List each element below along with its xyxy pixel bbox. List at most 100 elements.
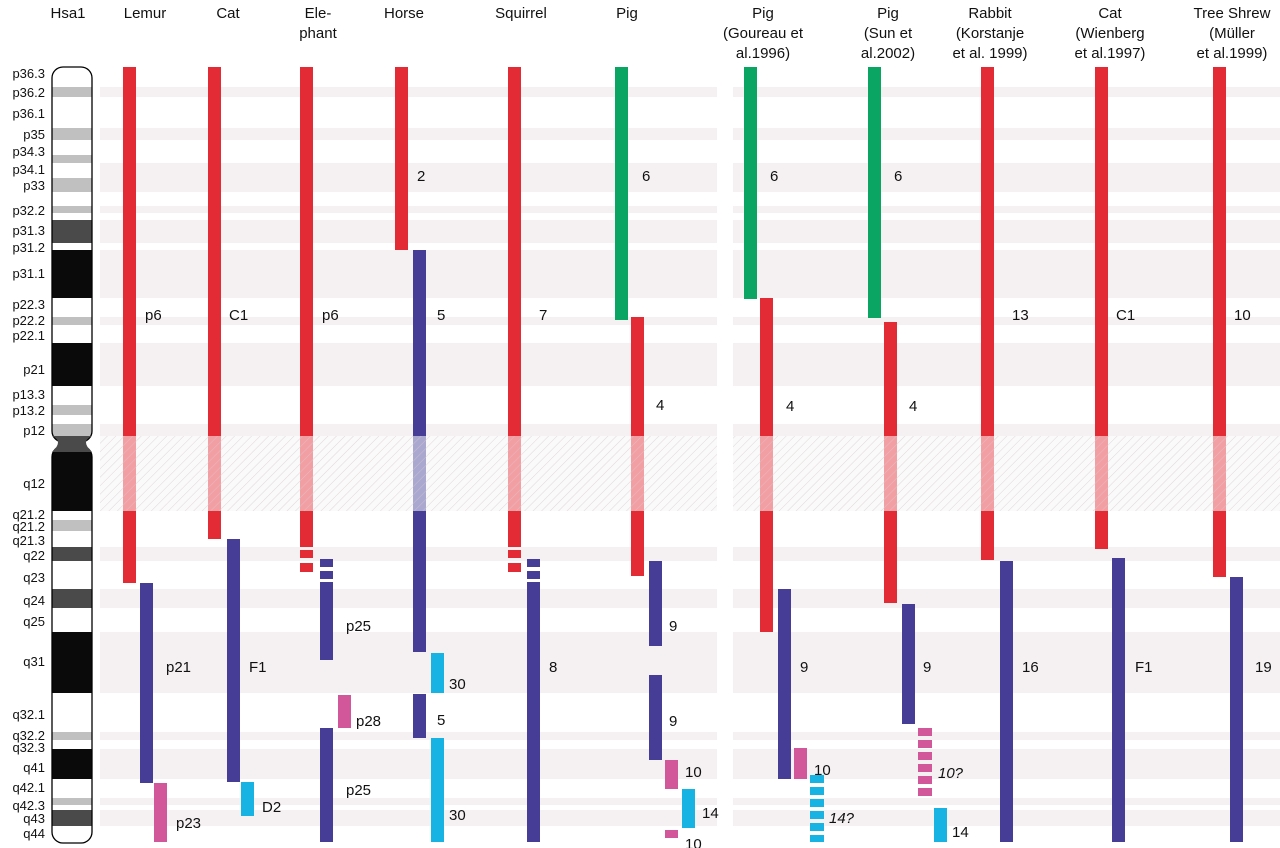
segment-horse-5 bbox=[431, 738, 444, 842]
segment-label-elephant-8: p25 bbox=[346, 782, 371, 799]
segment-pig-goureau-1 bbox=[744, 67, 757, 299]
segment-pig-goureau-4 bbox=[794, 748, 807, 779]
band-q41 bbox=[52, 749, 92, 779]
band-stripe-p31-3-left bbox=[100, 220, 717, 243]
header-pig-sun-line-1: Pig bbox=[877, 5, 899, 22]
segment-elephant-6 bbox=[320, 582, 333, 660]
header-elephant-line-2: phant bbox=[299, 25, 337, 42]
segment-label-pig-3: 9 bbox=[669, 618, 677, 635]
band-q42-2 bbox=[52, 798, 92, 805]
segment-pig-sun-4-dash-3 bbox=[918, 752, 932, 760]
band-q43 bbox=[52, 810, 92, 826]
segment-horse-4 bbox=[413, 694, 426, 738]
band-label-q42-1: q42.1 bbox=[12, 780, 45, 795]
segment-squirrel-2 bbox=[508, 550, 521, 558]
segment-pig-5 bbox=[665, 760, 678, 789]
segment-pig-sun-5 bbox=[934, 808, 947, 842]
band-label-p31-1: p31.1 bbox=[12, 266, 45, 281]
segment-label-cat-1: C1 bbox=[229, 307, 248, 324]
segment-label-horse-4: 5 bbox=[437, 712, 445, 729]
segment-pig-sun-4-dash-6 bbox=[918, 788, 932, 796]
header-cat-wienberg-line-3: et al.1997) bbox=[1075, 45, 1146, 62]
band-stripe-p22-2-right bbox=[733, 317, 1280, 325]
segment-label-horse-1: 2 bbox=[417, 168, 425, 185]
segment-pig-sun-4-dash-4 bbox=[918, 764, 932, 772]
segment-elephant-8 bbox=[320, 728, 333, 842]
band-label-p32-2: p32.2 bbox=[12, 203, 45, 218]
band-stripe-p34-1-left bbox=[100, 163, 717, 178]
band-q44 bbox=[52, 826, 92, 842]
segment-label-lemur-3: p23 bbox=[176, 815, 201, 832]
band-p32-3 bbox=[52, 192, 92, 206]
segment-label-pig-sun-3: 9 bbox=[923, 659, 931, 676]
band-label-p35: p35 bbox=[23, 127, 45, 142]
band-label-p22-3: p22.3 bbox=[12, 297, 45, 312]
band-q32-1 bbox=[52, 693, 92, 732]
segment-label-pig-7: 10 bbox=[685, 836, 702, 848]
band-stripe-q24-left bbox=[100, 589, 717, 608]
band-stripe-q22-right bbox=[733, 547, 1280, 561]
segment-label-elephant-1: p6 bbox=[322, 307, 339, 324]
hsa1-ideogram bbox=[51, 66, 93, 844]
band-stripe-p21-right bbox=[733, 343, 1280, 386]
segment-label-cat-3: D2 bbox=[262, 799, 281, 816]
band-stripe-p36-2-right bbox=[733, 87, 1280, 97]
segment-squirrel-5 bbox=[527, 571, 540, 579]
header-cat-wienberg-line-2: (Wienberg bbox=[1075, 25, 1144, 42]
segment-elephant-3 bbox=[300, 563, 313, 572]
band-q31 bbox=[52, 632, 92, 693]
band-q21-2b bbox=[52, 520, 92, 531]
segment-cat-wienberg-2 bbox=[1112, 558, 1125, 842]
header-squirrel-line-1: Squirrel bbox=[495, 5, 547, 22]
band-stripe-p32-2-left bbox=[100, 206, 717, 213]
segment-rabbit-2 bbox=[1000, 561, 1013, 842]
segment-pig-goureau-3 bbox=[778, 589, 791, 779]
band-label-p22-1: p22.1 bbox=[12, 328, 45, 343]
band-label-q41: q41 bbox=[23, 760, 45, 775]
band-p36-2 bbox=[52, 87, 92, 97]
segment-elephant-2 bbox=[300, 550, 313, 558]
header-pig-sun-line-2: (Sun et bbox=[864, 25, 913, 42]
segment-pig-sun-3 bbox=[902, 604, 915, 724]
header-pig-sun-line-3: al.2002) bbox=[861, 45, 915, 62]
segment-pig-sun-4-dash-2 bbox=[918, 740, 932, 748]
band-q42-1 bbox=[52, 779, 92, 798]
p-arm bbox=[52, 68, 92, 442]
segment-labels: p6 p21 p23 C1 F1 D2 p6 p25 p28 p25 2 5 30 5 30 7 8 6 4 9 9 10… bbox=[145, 168, 1272, 848]
segment-label-horse-3: 30 bbox=[449, 676, 466, 693]
band-p35 bbox=[52, 128, 92, 140]
band-label-q24: q24 bbox=[23, 593, 45, 608]
band-label-q22: q22 bbox=[23, 548, 45, 563]
segment-label-squirrel-1: 7 bbox=[539, 307, 547, 324]
segment-label-pig-2: 4 bbox=[656, 397, 664, 414]
segment-label-elephant-7: p28 bbox=[356, 713, 381, 730]
band-p32-2 bbox=[52, 206, 92, 213]
segment-pig-goureau-5-dash-4 bbox=[810, 811, 824, 819]
segment-pig-7 bbox=[665, 830, 678, 838]
band-label-p13-2: p13.2 bbox=[12, 403, 45, 418]
segment-pig-sun-4-dash-5 bbox=[918, 776, 932, 784]
header-hsa1: Hsa1 bbox=[50, 5, 85, 22]
header-pig-goureau-line-2: (Goureau et bbox=[723, 25, 804, 42]
band-label-p31-2: p31.2 bbox=[12, 240, 45, 255]
segment-elephant-4 bbox=[320, 559, 333, 567]
band-q42-3 bbox=[52, 805, 92, 810]
band-stripe-p12-left bbox=[100, 424, 717, 436]
band-p33 bbox=[52, 178, 92, 192]
band-stripe-p31-3-right bbox=[733, 220, 1280, 243]
header-rabbit-line-1: Rabbit bbox=[968, 5, 1012, 22]
segment-label-tree-shrew-2: 19 bbox=[1255, 659, 1272, 676]
segment-cat-2 bbox=[227, 539, 240, 782]
segment-label-horse-2: 5 bbox=[437, 307, 445, 324]
header-elephant-line-1: Ele- bbox=[305, 5, 332, 22]
band-stripe-p32-2-right bbox=[733, 206, 1280, 213]
header-rabbit-line-2: (Korstanje bbox=[956, 25, 1024, 42]
band-q25 bbox=[52, 608, 92, 632]
heterochromatin-hatch-left bbox=[100, 436, 717, 511]
band-label-q23: q23 bbox=[23, 570, 45, 585]
header-tree-shrew-line-1: Tree Shrew bbox=[1194, 5, 1271, 22]
band-q32-3 bbox=[52, 740, 92, 749]
segment-pig-sun-4-dash-1 bbox=[918, 728, 932, 736]
band-p32-1 bbox=[52, 213, 92, 220]
